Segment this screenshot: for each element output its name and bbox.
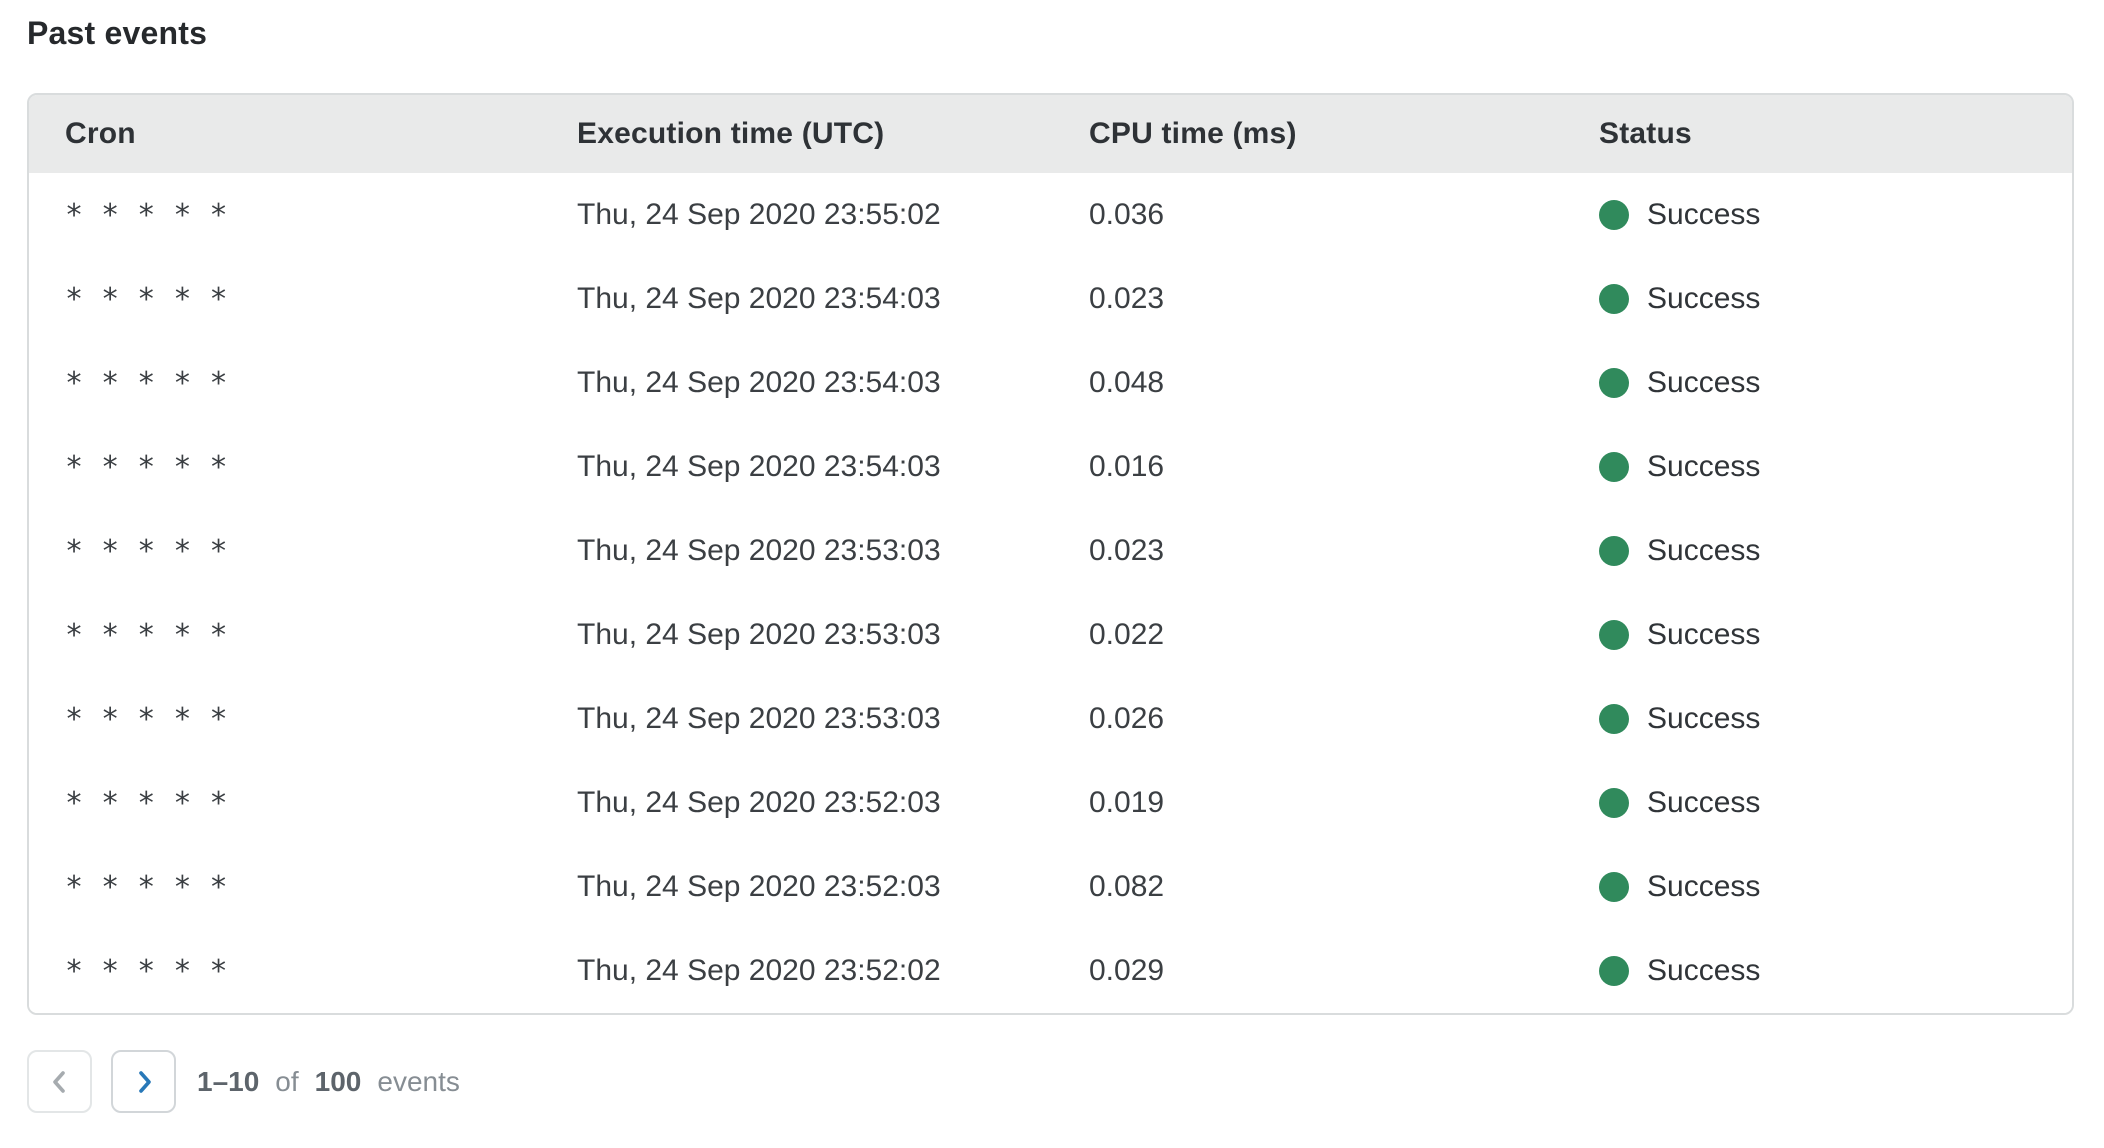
- pagination-summary: 1–10 of 100 events: [197, 1066, 460, 1098]
- cpu-time-cell: 0.023: [1053, 509, 1563, 593]
- success-dot-icon: [1599, 284, 1629, 314]
- status-cell: Success: [1563, 929, 2072, 1013]
- execution-time-cell: Thu, 24 Sep 2020 23:55:02: [541, 173, 1053, 257]
- cpu-time-cell: 0.082: [1053, 845, 1563, 929]
- events-table-container: Cron Execution time (UTC) CPU time (ms) …: [27, 93, 2074, 1015]
- cron-cell: * * * * *: [29, 761, 541, 845]
- chevron-right-icon: [138, 1070, 151, 1093]
- table-row: * * * * * Thu, 24 Sep 2020 23:52:03 0.01…: [29, 761, 2072, 845]
- cpu-time-cell: 0.016: [1053, 425, 1563, 509]
- status-label: Success: [1647, 786, 1761, 819]
- cpu-time-cell: 0.026: [1053, 677, 1563, 761]
- execution-time-cell: Thu, 24 Sep 2020 23:54:03: [541, 341, 1053, 425]
- status-cell: Success: [1563, 173, 2072, 257]
- status-label: Success: [1647, 282, 1761, 315]
- status-cell: Success: [1563, 341, 2072, 425]
- events-table: Cron Execution time (UTC) CPU time (ms) …: [29, 95, 2072, 1013]
- table-row: * * * * * Thu, 24 Sep 2020 23:53:03 0.02…: [29, 509, 2072, 593]
- status-cell: Success: [1563, 257, 2072, 341]
- cron-cell: * * * * *: [29, 257, 541, 341]
- status-label: Success: [1647, 618, 1761, 651]
- execution-time-cell: Thu, 24 Sep 2020 23:52:02: [541, 929, 1053, 1013]
- cron-cell: * * * * *: [29, 929, 541, 1013]
- success-dot-icon: [1599, 872, 1629, 902]
- success-dot-icon: [1599, 788, 1629, 818]
- status-label: Success: [1647, 534, 1761, 567]
- status-label: Success: [1647, 870, 1761, 903]
- success-dot-icon: [1599, 452, 1629, 482]
- execution-time-cell: Thu, 24 Sep 2020 23:52:03: [541, 845, 1053, 929]
- success-dot-icon: [1599, 200, 1629, 230]
- cron-cell: * * * * *: [29, 425, 541, 509]
- column-header-cron: Cron: [29, 95, 541, 173]
- pagination-of-text: of: [275, 1065, 299, 1097]
- success-dot-icon: [1599, 704, 1629, 734]
- past-events-panel: Past events Cron Execution time (UTC) CP…: [27, 15, 2077, 1113]
- status-cell: Success: [1563, 593, 2072, 677]
- column-header-cpu-time: CPU time (ms): [1053, 95, 1563, 173]
- execution-time-cell: Thu, 24 Sep 2020 23:52:03: [541, 761, 1053, 845]
- cpu-time-cell: 0.023: [1053, 257, 1563, 341]
- execution-time-cell: Thu, 24 Sep 2020 23:54:03: [541, 425, 1053, 509]
- cpu-time-cell: 0.029: [1053, 929, 1563, 1013]
- column-header-execution-time: Execution time (UTC): [541, 95, 1053, 173]
- table-row: * * * * * Thu, 24 Sep 2020 23:55:02 0.03…: [29, 173, 2072, 257]
- execution-time-cell: Thu, 24 Sep 2020 23:53:03: [541, 593, 1053, 677]
- status-label: Success: [1647, 366, 1761, 399]
- status-cell: Success: [1563, 509, 2072, 593]
- table-row: * * * * * Thu, 24 Sep 2020 23:52:03 0.08…: [29, 845, 2072, 929]
- page-title: Past events: [27, 15, 208, 51]
- cron-cell: * * * * *: [29, 341, 541, 425]
- next-page-button[interactable]: [111, 1050, 176, 1113]
- status-label: Success: [1647, 198, 1761, 231]
- previous-page-button[interactable]: [27, 1050, 92, 1113]
- execution-time-cell: Thu, 24 Sep 2020 23:53:03: [541, 509, 1053, 593]
- table-row: * * * * * Thu, 24 Sep 2020 23:54:03 0.02…: [29, 257, 2072, 341]
- execution-time-cell: Thu, 24 Sep 2020 23:53:03: [541, 677, 1053, 761]
- pagination-total: 100: [314, 1065, 362, 1097]
- status-cell: Success: [1563, 677, 2072, 761]
- cpu-time-cell: 0.048: [1053, 341, 1563, 425]
- cron-cell: * * * * *: [29, 509, 541, 593]
- cron-cell: * * * * *: [29, 173, 541, 257]
- pagination: 1–10 of 100 events: [27, 1050, 2077, 1113]
- table-row: * * * * * Thu, 24 Sep 2020 23:52:02 0.02…: [29, 929, 2072, 1013]
- table-row: * * * * * Thu, 24 Sep 2020 23:53:03 0.02…: [29, 677, 2072, 761]
- status-cell: Success: [1563, 845, 2072, 929]
- cpu-time-cell: 0.036: [1053, 173, 1563, 257]
- cron-cell: * * * * *: [29, 593, 541, 677]
- status-cell: Success: [1563, 425, 2072, 509]
- chevron-left-icon: [52, 1070, 65, 1093]
- table-row: * * * * * Thu, 24 Sep 2020 23:54:03 0.04…: [29, 341, 2072, 425]
- events-table-body: * * * * * Thu, 24 Sep 2020 23:55:02 0.03…: [29, 173, 2072, 1013]
- status-label: Success: [1647, 702, 1761, 735]
- cpu-time-cell: 0.022: [1053, 593, 1563, 677]
- cpu-time-cell: 0.019: [1053, 761, 1563, 845]
- table-row: * * * * * Thu, 24 Sep 2020 23:53:03 0.02…: [29, 593, 2072, 677]
- status-label: Success: [1647, 450, 1761, 483]
- execution-time-cell: Thu, 24 Sep 2020 23:54:03: [541, 257, 1053, 341]
- status-label: Success: [1647, 954, 1761, 987]
- success-dot-icon: [1599, 956, 1629, 986]
- success-dot-icon: [1599, 536, 1629, 566]
- column-header-status: Status: [1563, 95, 2072, 173]
- table-header-row: Cron Execution time (UTC) CPU time (ms) …: [29, 95, 2072, 173]
- table-row: * * * * * Thu, 24 Sep 2020 23:54:03 0.01…: [29, 425, 2072, 509]
- pagination-range: 1–10: [197, 1065, 260, 1097]
- status-cell: Success: [1563, 761, 2072, 845]
- pagination-unit: events: [377, 1065, 460, 1097]
- cron-cell: * * * * *: [29, 677, 541, 761]
- success-dot-icon: [1599, 620, 1629, 650]
- cron-cell: * * * * *: [29, 845, 541, 929]
- success-dot-icon: [1599, 368, 1629, 398]
